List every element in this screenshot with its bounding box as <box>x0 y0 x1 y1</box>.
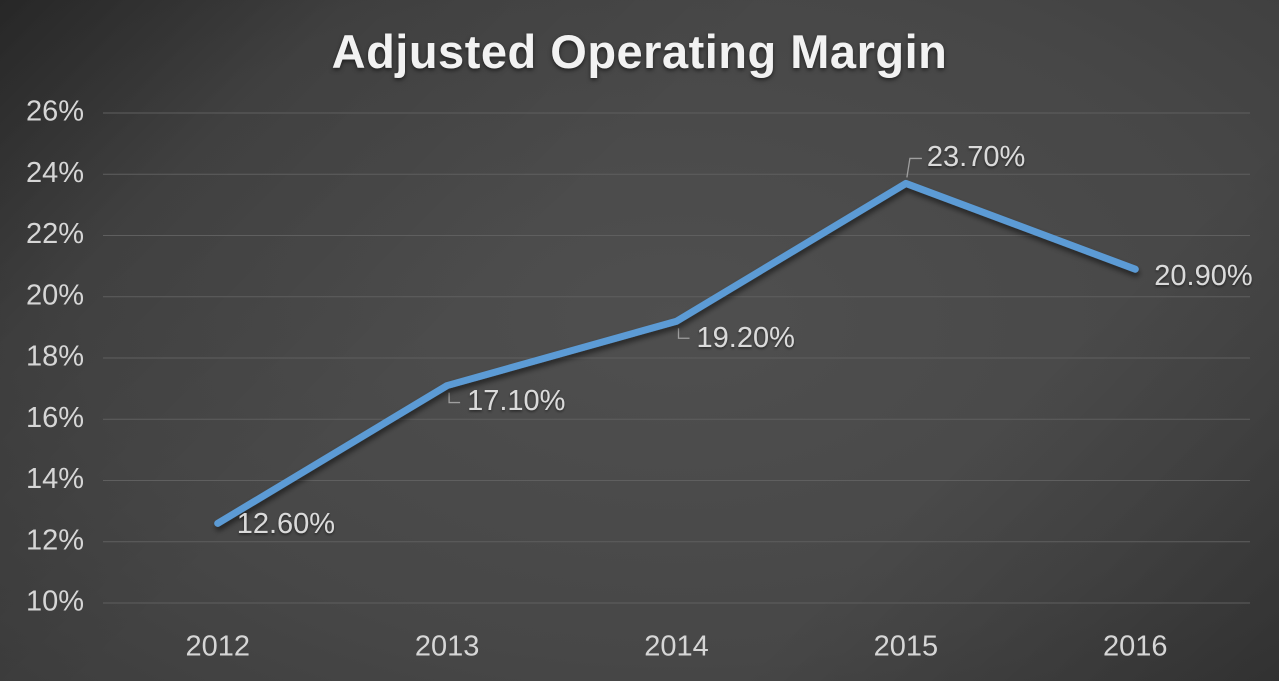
y-axis-tick-label: 16% <box>26 402 84 434</box>
x-axis-category-label: 2012 <box>185 631 250 663</box>
y-axis-tick-label: 26% <box>26 96 84 128</box>
y-axis-tick-label: 10% <box>26 586 84 618</box>
leader-line <box>677 328 690 339</box>
y-axis-tick-label: 18% <box>26 341 84 373</box>
x-axis-labels: 2012 2013 2014 2015 2016 <box>185 631 1167 663</box>
y-axis-tick-label: 22% <box>26 218 84 250</box>
x-axis-category-label: 2015 <box>874 631 939 663</box>
data-series-line <box>214 179 1139 527</box>
data-label-leader-lines <box>448 157 922 404</box>
leader-line <box>906 157 922 178</box>
data-label: 23.70% <box>927 141 1025 173</box>
y-axis-tick-label: 20% <box>26 279 84 311</box>
x-axis-category-label: 2016 <box>1103 631 1168 663</box>
y-axis-tick-label: 14% <box>26 463 84 495</box>
x-axis-category-label: 2014 <box>644 631 709 663</box>
leader-line <box>448 392 461 404</box>
data-series <box>214 179 1139 527</box>
data-label: 12.60% <box>237 508 335 540</box>
data-label: 17.10% <box>467 385 565 417</box>
data-labels: 12.60% 17.10% 19.20% 23.70% 20.90% <box>237 141 1253 540</box>
y-axis-tick-label: 24% <box>26 157 84 189</box>
y-axis-tick-label: 12% <box>26 524 84 556</box>
chart-title: Adjusted Operating Margin <box>331 25 948 78</box>
data-label: 19.20% <box>697 322 795 354</box>
data-label: 20.90% <box>1154 260 1252 292</box>
y-axis-labels: 10% 12% 14% 16% 18% 20% 22% 24% 26% <box>26 96 84 618</box>
x-axis-category-label: 2013 <box>415 631 480 663</box>
